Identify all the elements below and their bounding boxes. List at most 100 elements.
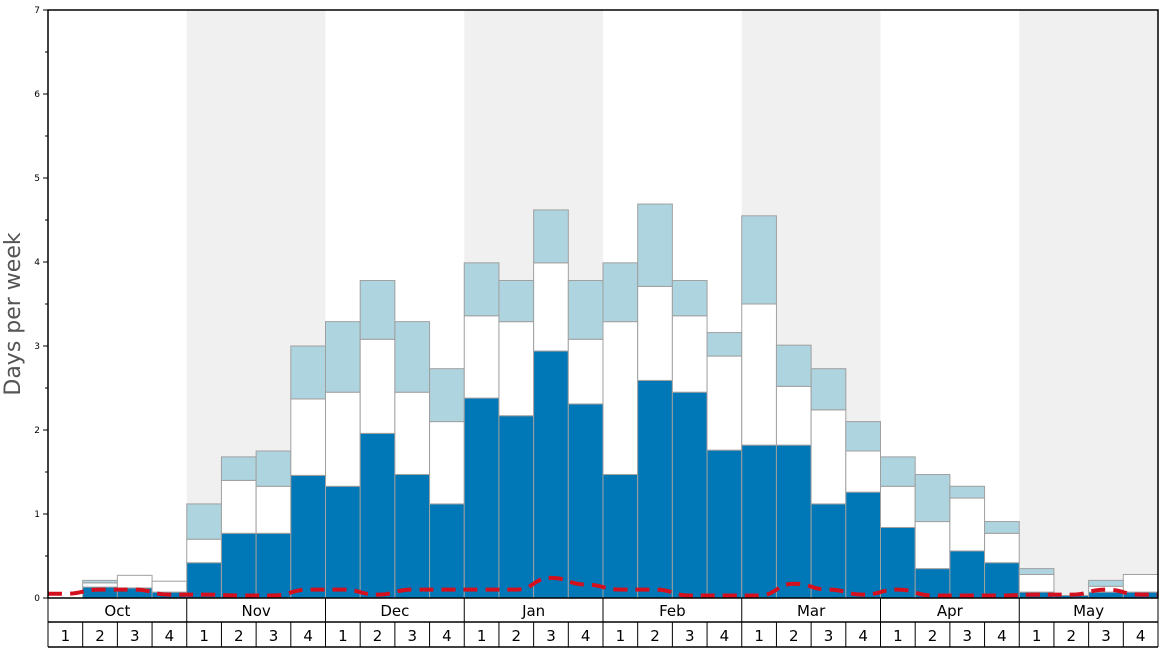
- bar-segment: [845, 491, 881, 599]
- bar-segment: [845, 450, 881, 493]
- bar-segment: [220, 456, 257, 481]
- bar-segment: [984, 562, 1020, 599]
- bar-segment: [116, 574, 153, 589]
- bar-segment: [567, 338, 604, 405]
- week-label: 1: [338, 627, 348, 645]
- bar-segment: [220, 532, 257, 599]
- month-label: Feb: [659, 602, 686, 620]
- week-label: 1: [61, 627, 71, 645]
- bar-segment: [255, 450, 292, 487]
- axes: [43, 9, 1159, 648]
- bar-segment: [325, 391, 361, 487]
- bar-segment: [463, 397, 500, 599]
- bar-segment: [637, 285, 673, 381]
- month-label: Nov: [241, 602, 270, 620]
- week-label: 4: [442, 627, 452, 645]
- month-label: Mar: [797, 602, 826, 620]
- bar-segment: [359, 338, 396, 434]
- bars: [82, 203, 1159, 599]
- bar-segment: [880, 456, 916, 487]
- bar-segment: [290, 474, 326, 599]
- dashed-line: [48, 575, 1158, 598]
- bar-segment: [775, 344, 812, 387]
- bar-segment: [394, 474, 431, 599]
- week-label: 4: [720, 627, 730, 645]
- dashed-line-layer: [48, 575, 1158, 598]
- bar-segment: [186, 538, 222, 564]
- bar-segment: [845, 421, 881, 452]
- month-label: Apr: [937, 602, 964, 620]
- bar-segment: [1088, 579, 1124, 587]
- bar-segment: [1018, 568, 1055, 575]
- week-label: 4: [858, 627, 868, 645]
- bar-segment: [949, 485, 986, 499]
- bar-segment: [880, 526, 916, 599]
- bar-segment: [602, 321, 639, 476]
- month-band: [1019, 10, 1158, 598]
- bar-segment: [429, 421, 465, 505]
- bar-segment: [706, 355, 743, 451]
- bar-segment: [671, 315, 708, 393]
- y-tick-label: 1: [34, 510, 40, 520]
- bar-segment: [429, 368, 465, 423]
- week-label: 3: [407, 627, 417, 645]
- week-label: 3: [130, 627, 140, 645]
- bar-segment: [602, 474, 639, 599]
- bar-segment: [810, 368, 847, 411]
- bar-segment: [741, 303, 777, 446]
- bar-segment: [533, 262, 569, 352]
- bar-segment: [741, 215, 777, 305]
- bar-segment: [706, 449, 743, 599]
- week-label: 3: [824, 627, 834, 645]
- bar-segment: [82, 582, 118, 588]
- bar-segment: [810, 409, 847, 505]
- bar-segment: [914, 474, 951, 523]
- bar-segment: [429, 503, 465, 599]
- week-label: 3: [685, 627, 695, 645]
- bar-segment: [255, 485, 292, 534]
- week-label: 2: [95, 627, 105, 645]
- week-label: 3: [546, 627, 556, 645]
- month-label: Dec: [380, 602, 409, 620]
- week-label: 1: [754, 627, 764, 645]
- bar-segment: [637, 203, 673, 287]
- bar-segment: [498, 321, 535, 417]
- bar-segment: [359, 279, 396, 340]
- y-tick-label: 5: [34, 174, 40, 184]
- bar-segment: [741, 444, 777, 599]
- bar-segment: [394, 391, 431, 476]
- week-label: 1: [477, 627, 487, 645]
- bar-segment: [949, 550, 986, 599]
- labels: 0 1 2 3 4 5 6 7 Days per week Oct Nov Dec Jan Feb Mar A…: [1, 6, 1145, 645]
- month-label: Jan: [521, 602, 545, 620]
- bar-segment: [325, 321, 361, 393]
- week-label: 2: [928, 627, 938, 645]
- y-tick-label: 3: [34, 342, 40, 352]
- week-label: 4: [303, 627, 313, 645]
- bar-segment: [949, 497, 986, 552]
- bar-segment: [1018, 573, 1055, 593]
- bar-segment: [637, 379, 673, 599]
- bar-segment: [325, 485, 361, 599]
- bar-segment: [1088, 591, 1124, 599]
- week-label: 3: [269, 627, 279, 645]
- bar-segment: [810, 503, 847, 599]
- week-label: 2: [789, 627, 799, 645]
- bar-segment: [151, 580, 188, 593]
- bar-segment: [533, 209, 569, 264]
- y-tick-label: 2: [34, 426, 40, 436]
- bar-segment: [775, 385, 812, 446]
- bar-segment: [671, 391, 708, 599]
- week-label: 1: [1032, 627, 1042, 645]
- y-tick-label: 0: [34, 594, 40, 604]
- month-label: May: [1073, 602, 1104, 620]
- week-label: 4: [997, 627, 1007, 645]
- bar-segment: [533, 350, 569, 599]
- week-label: 4: [1136, 627, 1146, 645]
- y-tick-label: 6: [34, 90, 40, 100]
- bar-segment: [984, 521, 1020, 534]
- week-label: 4: [581, 627, 591, 645]
- y-tick-label: 4: [34, 258, 40, 268]
